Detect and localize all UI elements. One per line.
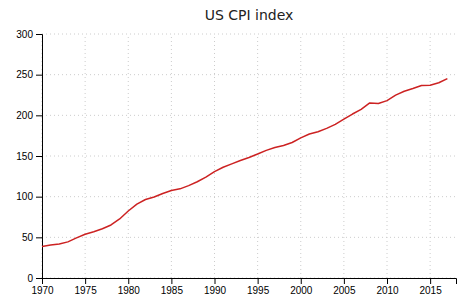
x-tick: 1995 <box>247 278 270 296</box>
plot-area <box>42 79 447 247</box>
x-tick: 2010 <box>376 278 399 296</box>
x-tick-label: 1995 <box>247 285 270 296</box>
x-tick-label: 1975 <box>75 285 98 296</box>
x-axis-line <box>43 279 457 285</box>
x-tick-label: 1980 <box>118 285 141 296</box>
x-grid-line <box>343 34 344 278</box>
y-tick-label: 150 <box>16 151 33 162</box>
x-tick: 1970 <box>31 278 54 296</box>
x-tick-label: 2000 <box>290 285 313 296</box>
y-tick-label: 250 <box>16 69 33 80</box>
x-tick-label: 1990 <box>204 285 227 296</box>
x-grid-line <box>300 34 301 278</box>
y-grid-line <box>42 237 456 238</box>
y-tick-mark <box>36 75 42 76</box>
data-line <box>42 79 447 247</box>
y-tick-label: 50 <box>22 232 34 243</box>
y-grid-line <box>42 196 456 197</box>
x-grid-line <box>128 34 129 278</box>
x-tick-mark <box>128 278 129 284</box>
y-grid-line <box>42 115 456 116</box>
x-tick: 2015 <box>420 278 443 296</box>
y-axis: 0 50 100 150 200 250 300 <box>16 29 42 284</box>
grid <box>42 34 456 278</box>
y-tick-mark <box>36 278 42 279</box>
y-tick: 250 <box>16 69 42 80</box>
y-tick-mark <box>36 237 42 238</box>
x-tick-label: 2005 <box>333 285 356 296</box>
x-grid-line <box>257 34 258 278</box>
x-tick: 2000 <box>290 278 313 296</box>
y-axis-line <box>36 35 43 279</box>
y-tick: 200 <box>16 110 42 121</box>
x-tick-mark <box>85 278 86 284</box>
y-tick: 0 <box>27 273 42 284</box>
x-tick-label: 2010 <box>376 285 399 296</box>
y-tick: 50 <box>22 232 42 243</box>
x-grid-line <box>171 34 172 278</box>
y-tick-mark <box>36 115 42 116</box>
x-tick: 2005 <box>333 278 356 296</box>
y-grid-line <box>42 74 456 75</box>
x-tick-label: 1985 <box>161 285 184 296</box>
x-tick-mark <box>430 278 431 284</box>
x-tick-mark <box>344 278 345 284</box>
y-grid-line <box>42 34 456 35</box>
x-tick: 1980 <box>118 278 141 296</box>
y-tick: 100 <box>16 191 42 202</box>
chart: 1970197519801985199019952000200520102015… <box>0 0 474 304</box>
x-tick: 1985 <box>161 278 184 296</box>
x-tick-mark <box>215 278 216 284</box>
y-tick: 300 <box>16 29 42 40</box>
y-tick-label: 300 <box>16 29 33 40</box>
y-tick-mark <box>36 34 42 35</box>
x-tick-mark <box>301 278 302 284</box>
x-tick-label: 1970 <box>31 285 54 296</box>
y-tick-mark <box>36 156 42 157</box>
x-tick: 1975 <box>75 278 98 296</box>
x-tick-label: 2015 <box>420 285 443 296</box>
title: US CPI index <box>205 7 294 23</box>
y-grid-line <box>42 156 456 157</box>
x-axis: 1970 1975 1980 1985 1990 1995 2000 2005 2010 2015 <box>31 278 456 296</box>
y-tick-mark <box>36 197 42 198</box>
y-tick-label: 200 <box>16 110 33 121</box>
x-tick-mark <box>387 278 388 284</box>
x-tick: 1990 <box>204 278 227 296</box>
x-grid-line <box>85 34 86 278</box>
x-tick-mark <box>171 278 172 284</box>
y-tick-label: 100 <box>16 191 33 202</box>
y-tick: 150 <box>16 151 42 162</box>
x-tick-mark <box>258 278 259 284</box>
y-tick-label: 0 <box>27 273 33 284</box>
